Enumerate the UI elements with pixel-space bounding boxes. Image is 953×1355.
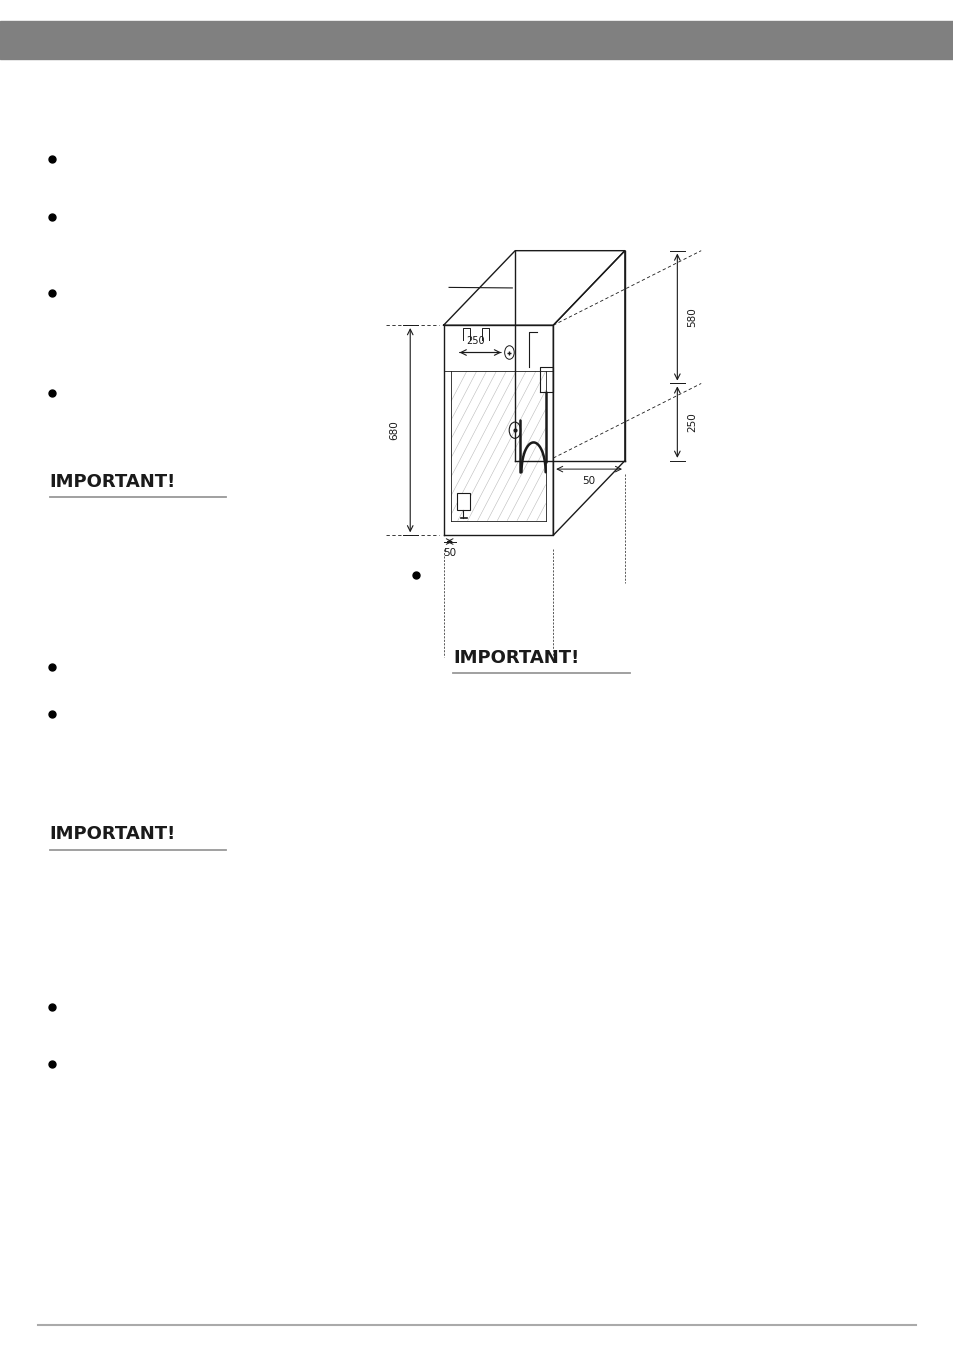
Text: IMPORTANT!: IMPORTANT! — [453, 649, 578, 667]
Text: 50: 50 — [442, 549, 456, 558]
Text: 250: 250 — [466, 336, 484, 346]
Text: IMPORTANT!: IMPORTANT! — [50, 473, 175, 491]
Bar — [456, 493, 470, 509]
Text: 680: 680 — [389, 420, 398, 440]
Text: 50: 50 — [582, 476, 595, 486]
Text: IMPORTANT!: IMPORTANT! — [50, 825, 175, 843]
Bar — [0, 20, 953, 58]
Text: 580: 580 — [686, 308, 696, 327]
Text: 250: 250 — [686, 412, 696, 432]
